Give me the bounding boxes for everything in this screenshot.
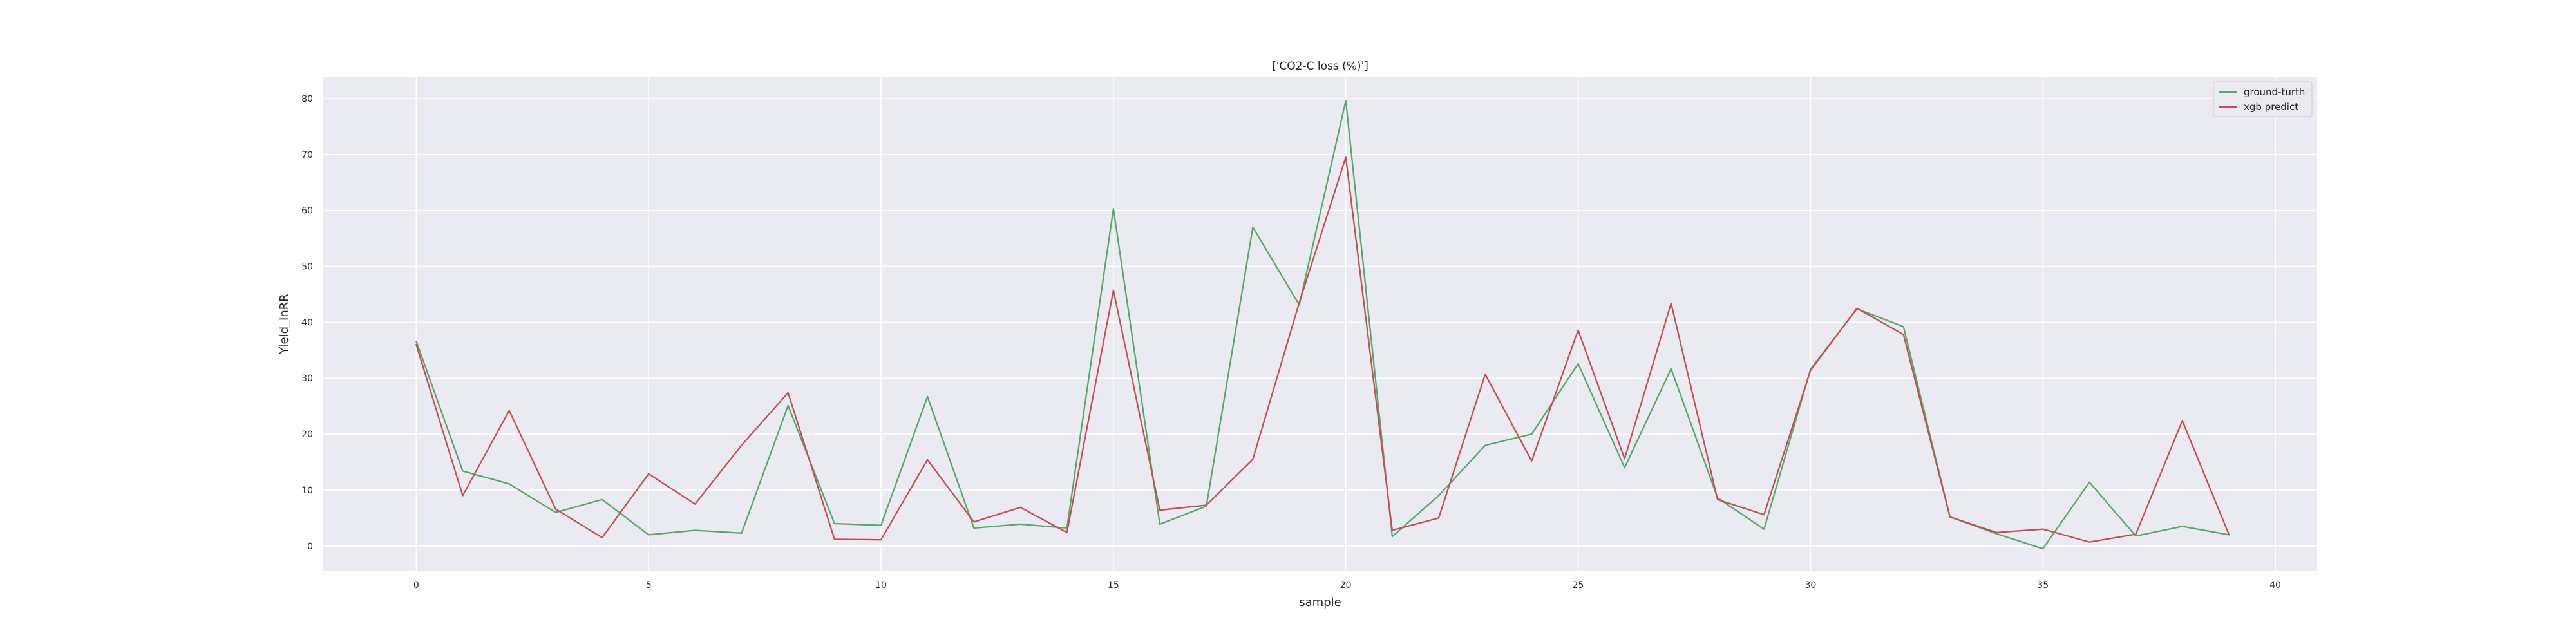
grid-lines <box>323 77 2317 571</box>
x-tick-label: 10 <box>875 580 887 591</box>
y-tick-label: 70 <box>301 150 313 160</box>
y-tick-label: 60 <box>301 206 313 216</box>
x-tick-label: 35 <box>2037 580 2049 591</box>
y-tick-label: 80 <box>301 94 313 104</box>
x-tick-label: 0 <box>413 580 419 591</box>
x-tick-label: 5 <box>646 580 652 591</box>
y-tick-label: 50 <box>301 262 313 272</box>
x-tick-label: 15 <box>1108 580 1119 591</box>
legend-frame <box>2213 81 2313 117</box>
y-tick-label: 30 <box>301 374 313 384</box>
legend-label: ground-turth <box>2244 86 2305 98</box>
plot-area <box>323 77 2317 571</box>
x-axis-label: sample <box>1299 596 1341 609</box>
y-axis-label: Yield_InRR <box>278 294 291 355</box>
y-tick-label: 10 <box>301 486 313 496</box>
x-tick-labels: 0 5 10 15 20 25 30 35 40 <box>413 580 2281 591</box>
x-tick-label: 20 <box>1340 580 1352 591</box>
chart-title: ['CO2-C loss (%)'] <box>1272 60 1368 73</box>
x-tick-label: 40 <box>2269 580 2281 591</box>
y-tick-label: 20 <box>301 430 313 440</box>
x-tick-label: 25 <box>1573 580 1584 591</box>
legend: ground-turth xgb predict <box>2213 81 2313 117</box>
y-tick-labels: 0 10 20 30 40 50 60 70 80 <box>301 94 313 552</box>
x-tick-label: 30 <box>1804 580 1816 591</box>
legend-label: xgb predict <box>2244 101 2298 113</box>
y-tick-label: 0 <box>307 542 313 552</box>
y-tick-label: 40 <box>301 317 313 328</box>
series-lines <box>415 100 2230 550</box>
series-line-ground-truth <box>415 100 2230 550</box>
series-line-xgb-predict <box>415 156 2230 543</box>
